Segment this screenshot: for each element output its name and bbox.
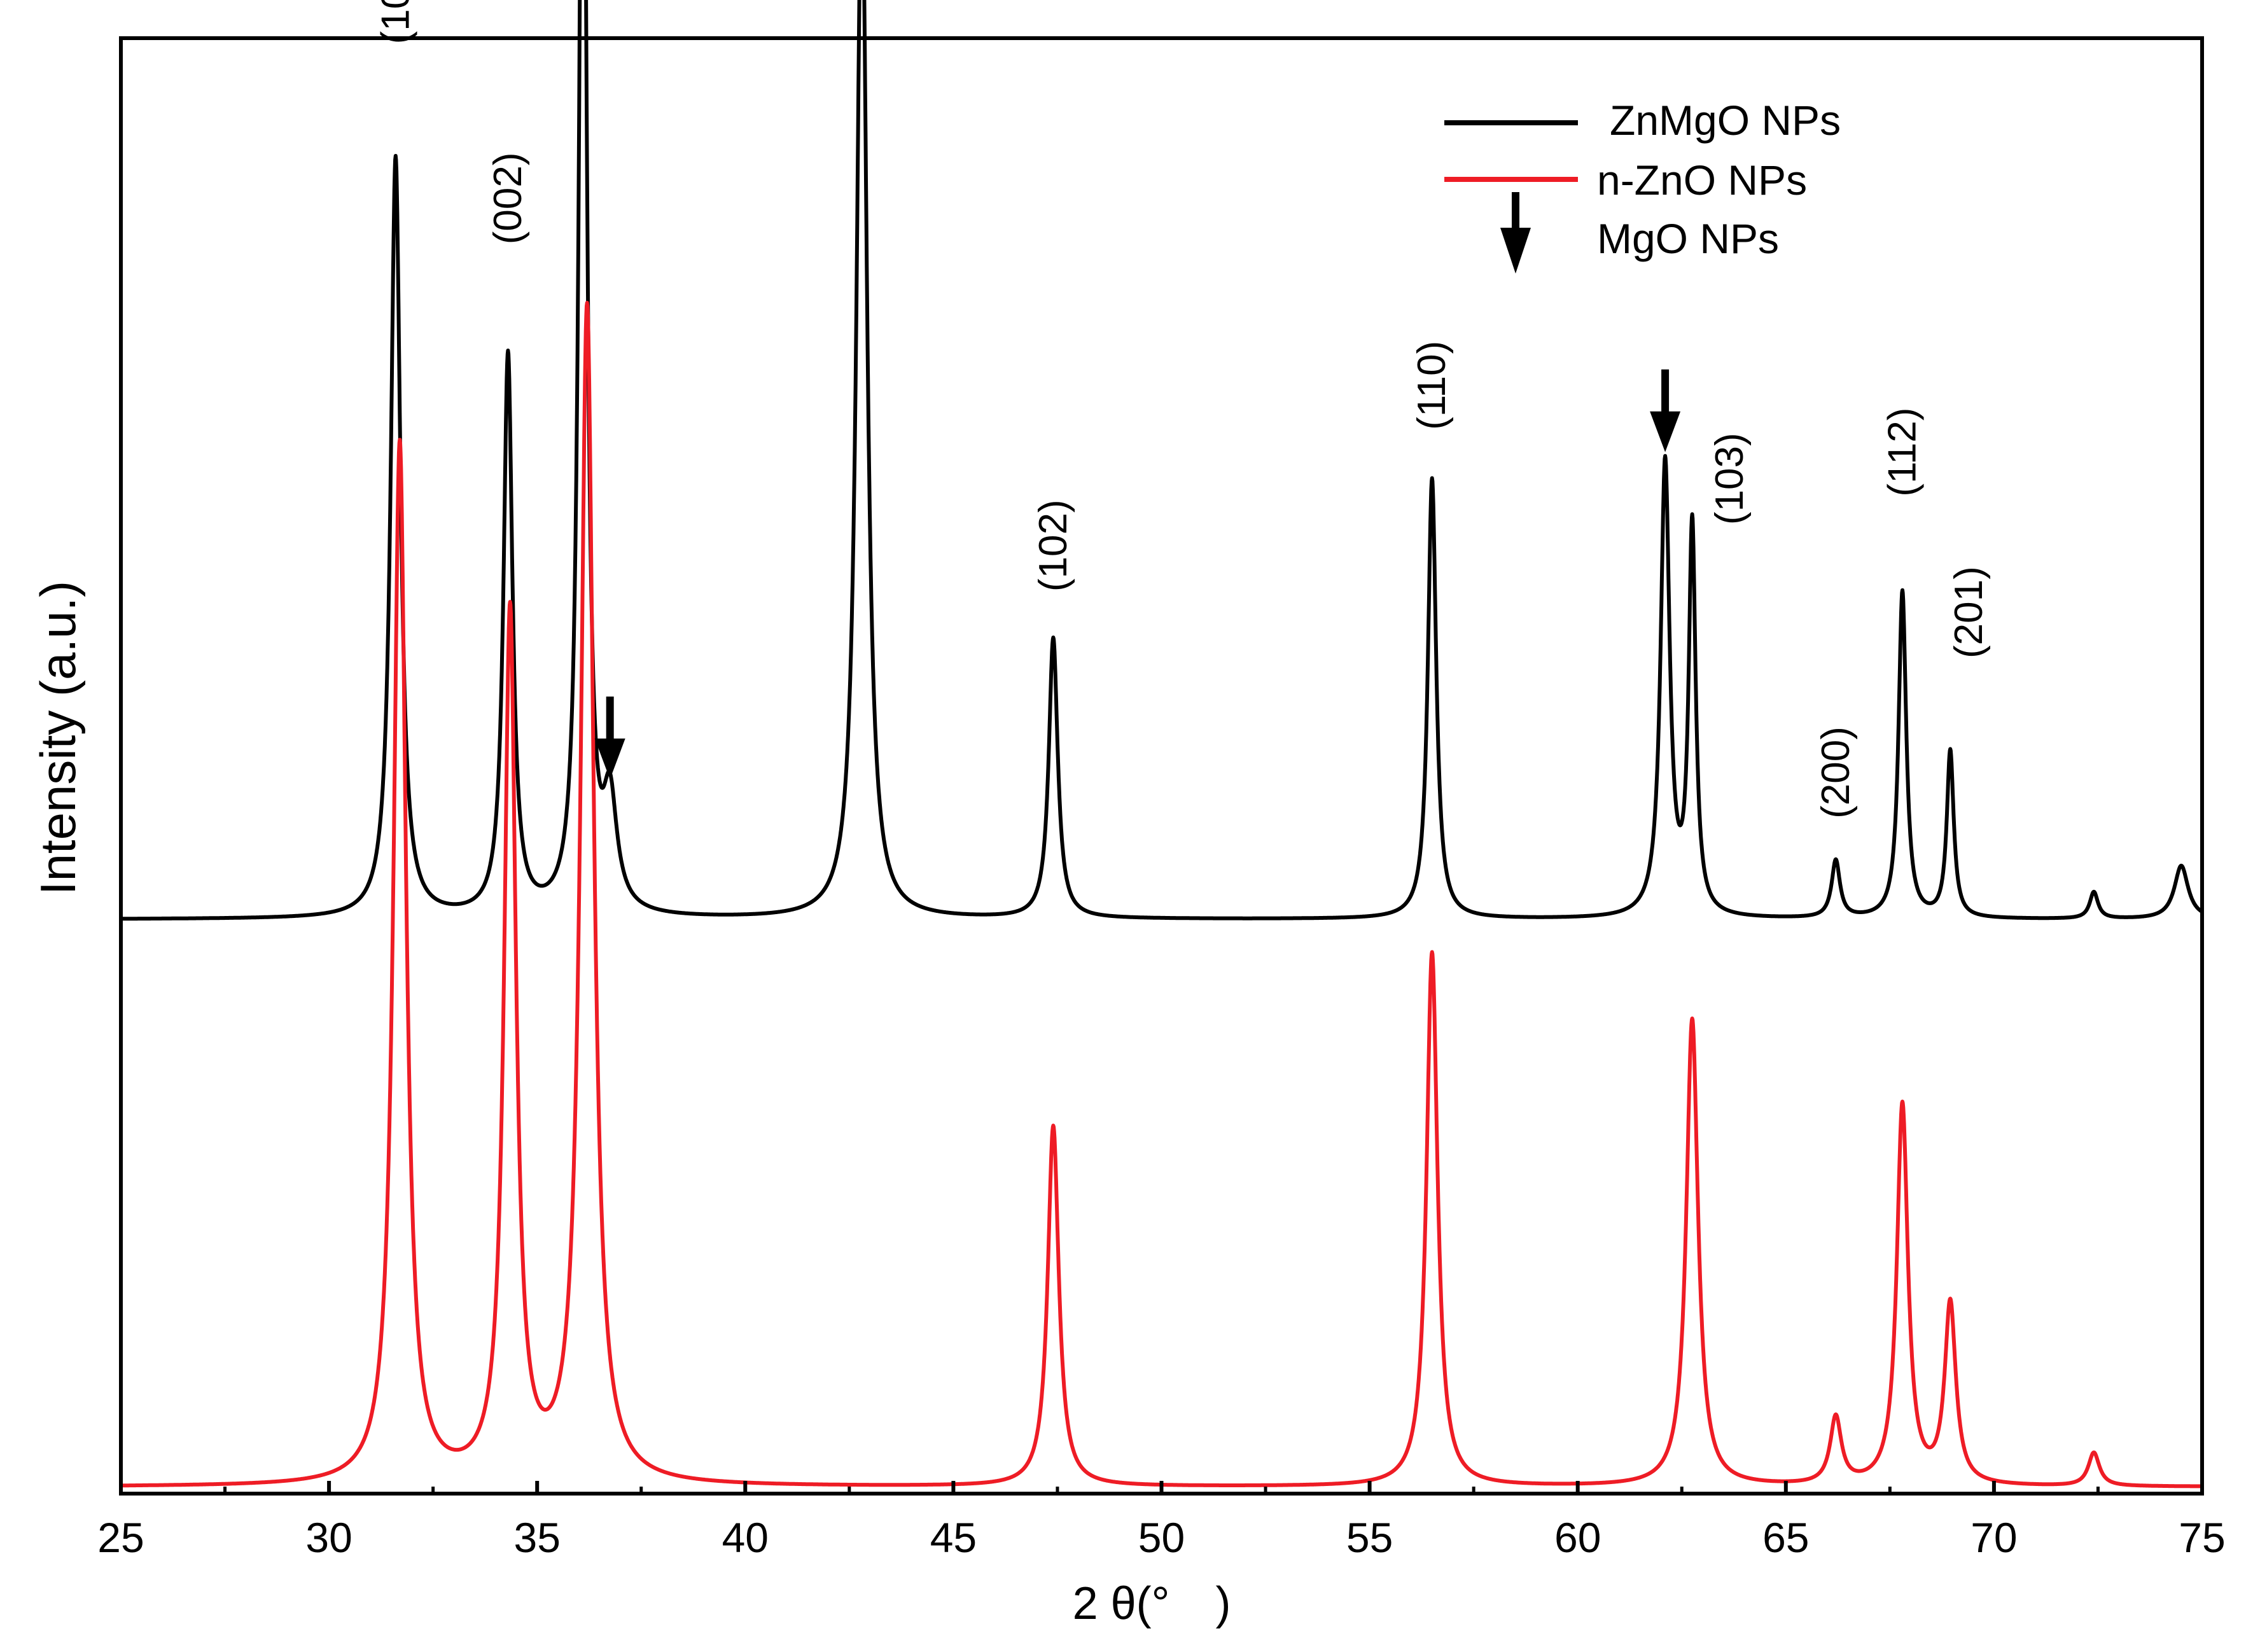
legend-label-nzno: n-ZnO NPs bbox=[1597, 156, 1807, 204]
peak-labels: (100)(002)(101)(102)(110)(103)(200)(112)… bbox=[373, 0, 1991, 819]
series-line-znmgo bbox=[119, 0, 2204, 921]
mgo-arrow-icon bbox=[1650, 369, 1681, 452]
x-tick-label: 60 bbox=[1554, 1514, 1601, 1561]
peak-label: (201) bbox=[1947, 566, 1991, 658]
arrow-down-icon bbox=[1500, 192, 1531, 274]
curves-layer bbox=[119, 0, 2204, 1489]
peak-label: (002) bbox=[486, 153, 530, 245]
x-axis-label: 2 θ(° ) bbox=[1073, 1578, 1231, 1629]
x-tick-label: 75 bbox=[2179, 1514, 2225, 1561]
x-tick-label: 30 bbox=[305, 1514, 352, 1561]
x-tick-label: 70 bbox=[1971, 1514, 2017, 1561]
x-axis-ticks: 25 30 35 40 45 50 55 60 65 70 75 bbox=[97, 1481, 2226, 1561]
peak-label: (110) bbox=[1410, 341, 1454, 430]
legend-label-mgo: MgO NPs bbox=[1597, 215, 1779, 262]
y-axis-label: Intensity (a.u.) bbox=[30, 581, 86, 895]
x-tick-label: 65 bbox=[1762, 1514, 1809, 1561]
peak-label: (200) bbox=[1814, 726, 1858, 819]
peak-label: (100) bbox=[373, 0, 417, 44]
peak-label: (103) bbox=[1708, 433, 1752, 525]
x-tick-label: 40 bbox=[722, 1514, 769, 1561]
x-tick-label: 35 bbox=[513, 1514, 560, 1561]
x-tick-label: 50 bbox=[1138, 1514, 1185, 1561]
peak-label: (112) bbox=[1881, 408, 1925, 497]
plot-frame bbox=[119, 36, 2204, 1496]
x-tick-label: 55 bbox=[1346, 1514, 1393, 1561]
mgo-arrow-icon bbox=[594, 696, 625, 779]
legend: ZnMgO NPs n-ZnO NPs MgO NPs bbox=[1444, 97, 1841, 274]
legend-label-znmgo: ZnMgO NPs bbox=[1610, 97, 1841, 144]
mgo-arrows bbox=[594, 369, 1681, 779]
peak-label: (102) bbox=[1031, 499, 1075, 592]
x-tick-label: 25 bbox=[97, 1514, 144, 1561]
x-tick-label: 45 bbox=[930, 1514, 977, 1561]
